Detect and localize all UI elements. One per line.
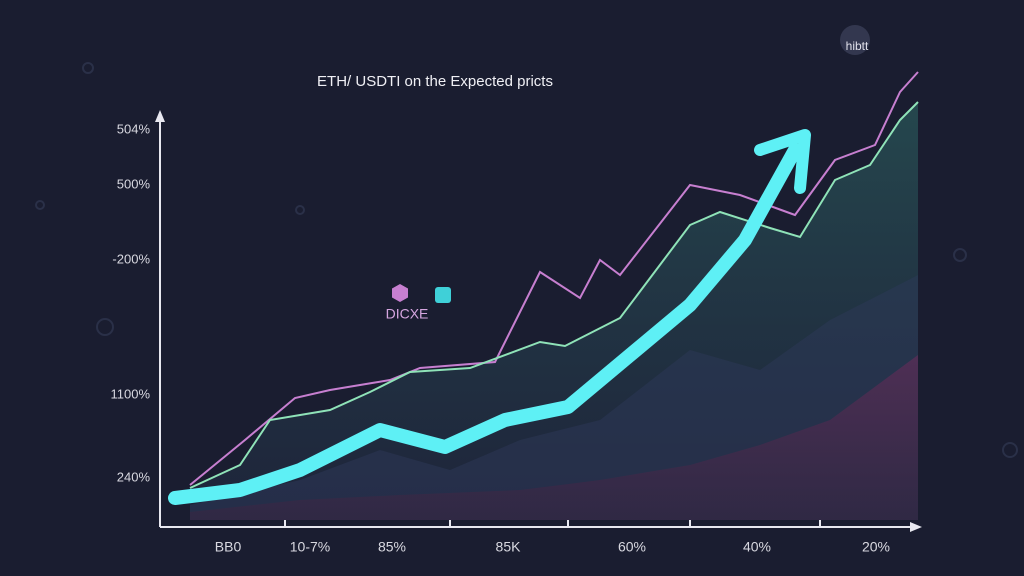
- x-tick-label: 40%: [743, 539, 771, 555]
- chart-title: ETH/ USDTI on the Expected pricts: [317, 73, 553, 90]
- x-tick-label: 10-7%: [290, 539, 330, 555]
- legend-label: DICXE: [386, 306, 429, 322]
- x-tick-label: BB0: [215, 539, 242, 555]
- y-tick-label: 504%: [117, 121, 151, 136]
- y-tick-label: 1100%: [110, 386, 150, 401]
- area-purple: [190, 355, 918, 520]
- trend-arrow: [168, 143, 802, 505]
- legend-swatch: [435, 287, 451, 303]
- x-tick-label: 85K: [496, 539, 522, 555]
- line-pink: [189, 71, 919, 486]
- y-tick-label: -200%: [112, 251, 150, 266]
- area-green: [190, 102, 918, 520]
- decor-dots: [35, 62, 1018, 458]
- trend-arrowhead: [754, 129, 811, 194]
- x-tick-label: 85%: [378, 539, 406, 555]
- x-tick-label: 60%: [618, 539, 646, 555]
- watermark-badge: [840, 25, 870, 55]
- y-tick-label: 500%: [117, 176, 151, 191]
- line-green: [189, 101, 919, 489]
- watermark: hibtt: [846, 39, 869, 53]
- y-tick-label: 240%: [117, 469, 151, 484]
- x-tick-label: 20%: [862, 539, 890, 555]
- legend-icon: [392, 284, 408, 302]
- axes: [155, 110, 922, 532]
